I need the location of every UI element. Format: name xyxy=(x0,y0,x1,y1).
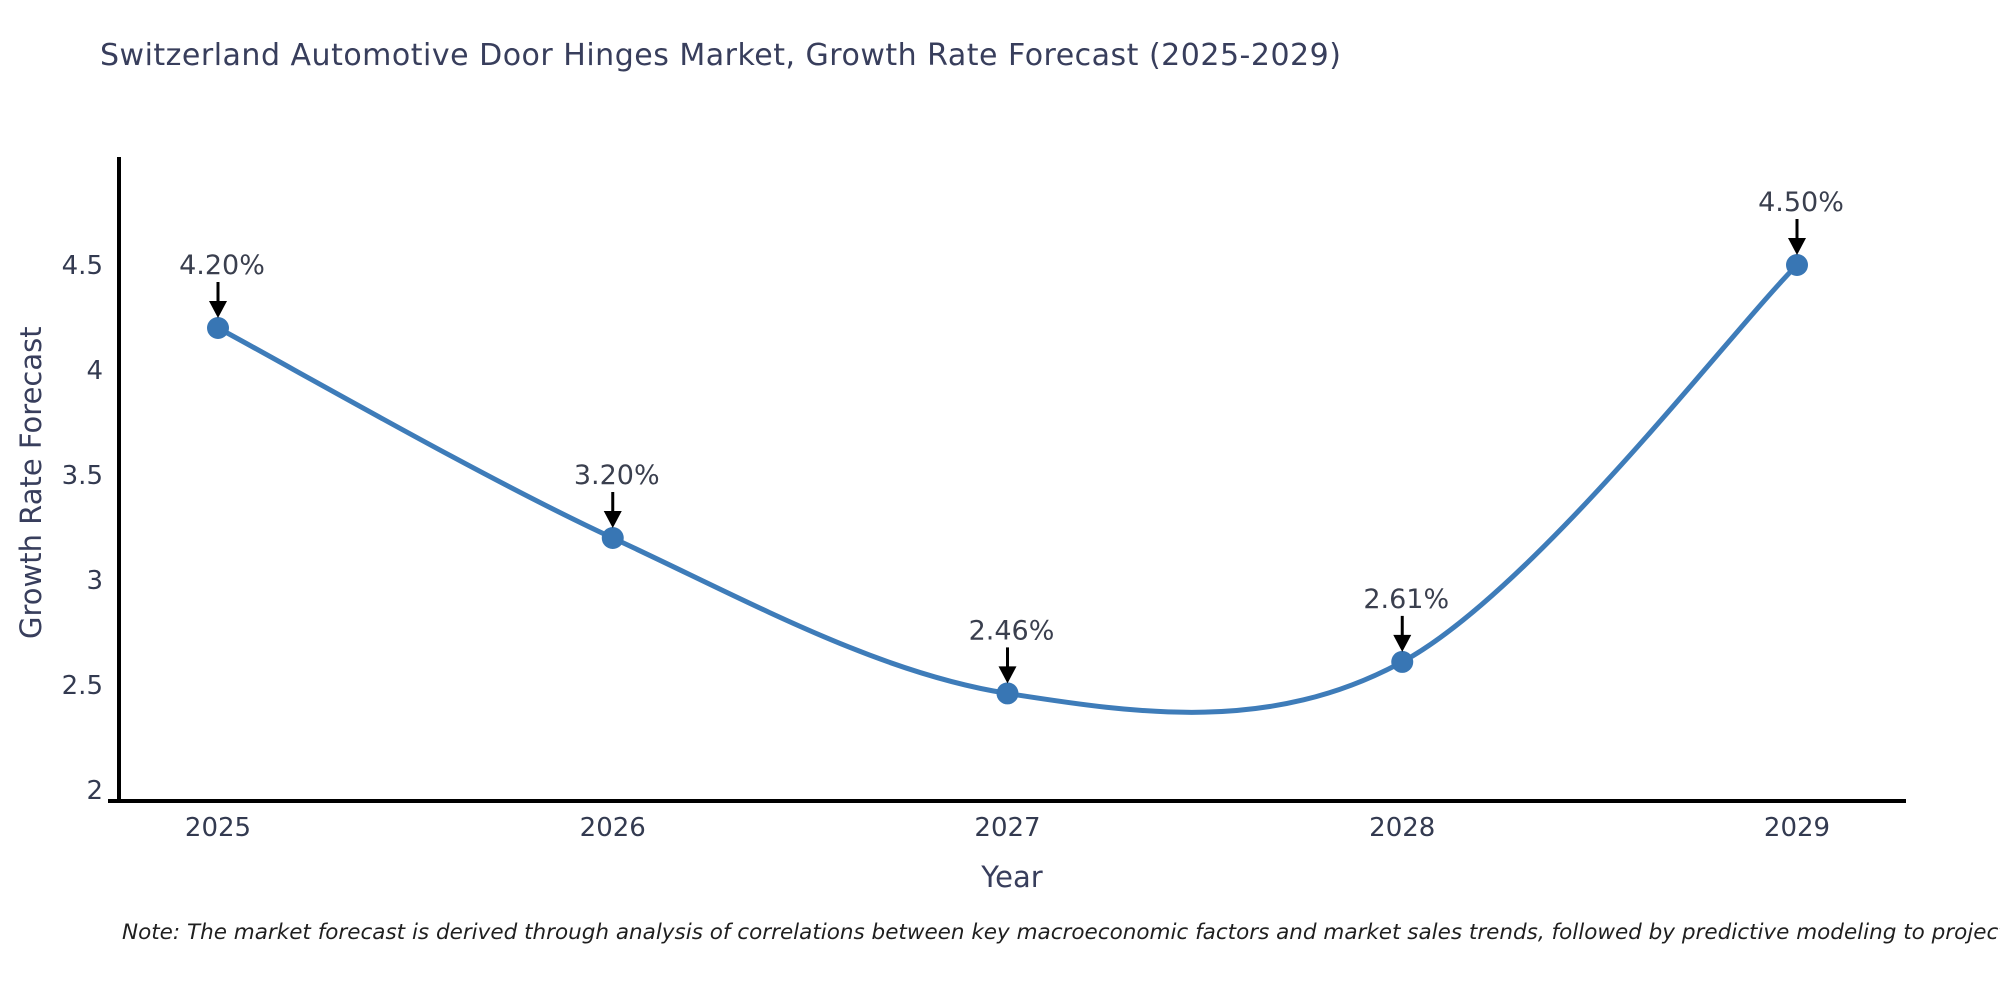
x-axis-title: Year xyxy=(981,860,1043,894)
data-point-marker xyxy=(996,682,1019,705)
x-tick-label: 2026 xyxy=(580,813,646,843)
data-point-marker xyxy=(601,527,624,549)
data-point-marker xyxy=(1391,650,1414,673)
chart-title: Switzerland Automotive Door Hinges Marke… xyxy=(100,38,1342,73)
annotation-arrowhead xyxy=(1788,238,1806,255)
x-tick-label: 2028 xyxy=(1369,813,1435,843)
data-point-marker xyxy=(1786,254,1808,276)
annotation-arrowhead xyxy=(1393,634,1412,652)
annotation-label: 2.61% xyxy=(1363,584,1449,615)
annotation-arrowhead xyxy=(603,511,622,528)
annotation-label: 4.50% xyxy=(1758,187,1844,218)
annotation-arrowhead xyxy=(209,301,227,318)
y-tick-label: 2.5 xyxy=(62,671,103,701)
x-tick-label: 2027 xyxy=(974,813,1040,843)
annotation-arrowhead xyxy=(998,666,1017,684)
annotation-label: 2.46% xyxy=(969,615,1055,646)
y-tick-label: 3.5 xyxy=(62,461,103,491)
y-tick-label: 4 xyxy=(86,356,103,386)
y-tick-label: 2 xyxy=(86,776,103,806)
y-tick-label: 3 xyxy=(86,566,103,596)
x-tick-label: 2025 xyxy=(185,813,251,843)
annotation-label: 3.20% xyxy=(574,460,660,491)
x-tick-label: 2029 xyxy=(1764,813,1830,843)
y-tick-label: 4.5 xyxy=(62,251,103,281)
data-point-marker xyxy=(207,317,229,339)
annotation-label: 4.20% xyxy=(179,250,265,281)
footnote: Note: The market forecast is derived thr… xyxy=(122,920,2000,945)
y-axis-title: Growth Rate Forecast xyxy=(14,326,48,639)
